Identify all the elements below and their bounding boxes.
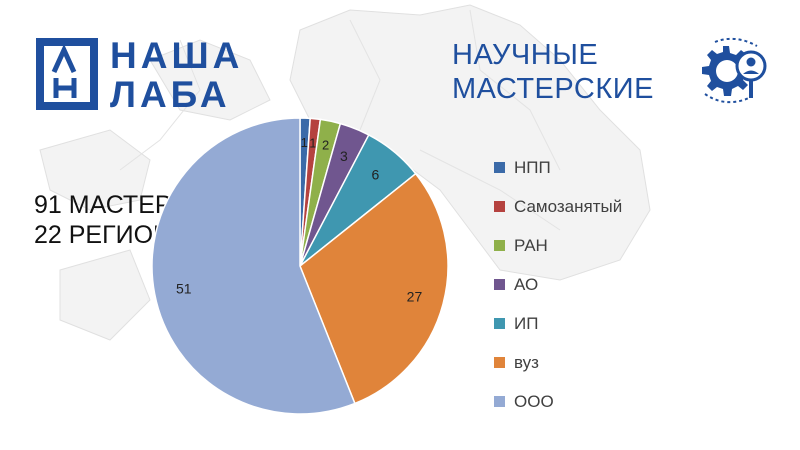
legend-label: НПП <box>514 157 551 177</box>
logo-line-2: ЛАБА <box>110 74 231 115</box>
brand-title: НАУЧНЫЕ МАСТЕРСКИЕ <box>452 38 654 106</box>
pie-slice-6 <box>299 172 449 405</box>
legend-label: ИП <box>514 313 539 333</box>
legend-label: РАН <box>514 235 548 255</box>
legend-swatch <box>494 162 505 173</box>
brand-title-line-2: МАСТЕРСКИЕ <box>452 73 654 105</box>
legend-swatch <box>494 201 505 212</box>
logo-line-1: НАША <box>110 35 244 76</box>
legend-item-2: Самозанятый <box>494 187 622 226</box>
gear-person-icon <box>702 37 767 104</box>
legend-item-4: АО <box>494 265 622 304</box>
legend-swatch <box>494 240 505 251</box>
pie-data-label-2: 1 <box>309 135 316 150</box>
chart-legend: НПП Самозанятый РАН АО ИП вуз ООО <box>494 148 622 421</box>
legend-item-5: ИП <box>494 304 622 343</box>
pie-data-label-4: 3 <box>340 148 348 164</box>
pie-data-label-6: 27 <box>407 288 423 304</box>
legend-swatch <box>494 318 505 329</box>
legend-swatch <box>494 357 505 368</box>
pie-data-label-3: 2 <box>322 137 329 152</box>
legend-item-3: РАН <box>494 226 622 265</box>
legend-item-6: вуз <box>494 343 622 382</box>
legend-label: Самозанятый <box>514 196 623 216</box>
pie-data-label-5: 6 <box>372 167 380 183</box>
pie-slice-7 <box>151 117 356 415</box>
brand-title-line-1: НАУЧНЫЕ <box>452 39 599 71</box>
pie-chart: 1 1 23 6 27 51 <box>151 117 449 415</box>
legend-label: ООО <box>514 391 554 411</box>
legend-label: вуз <box>514 352 539 372</box>
legend-swatch <box>494 279 505 290</box>
legend-item-7: ООО <box>494 382 622 421</box>
legend-swatch <box>494 396 505 407</box>
legend-label: АО <box>514 274 539 294</box>
logo-wordmark: НАША ЛАБА <box>110 36 243 114</box>
pie-data-label-1: 1 <box>301 135 308 150</box>
legend-item-1: НПП <box>494 148 622 187</box>
pie-data-label-7: 51 <box>176 280 192 296</box>
logo-monogram-icon <box>36 38 98 110</box>
